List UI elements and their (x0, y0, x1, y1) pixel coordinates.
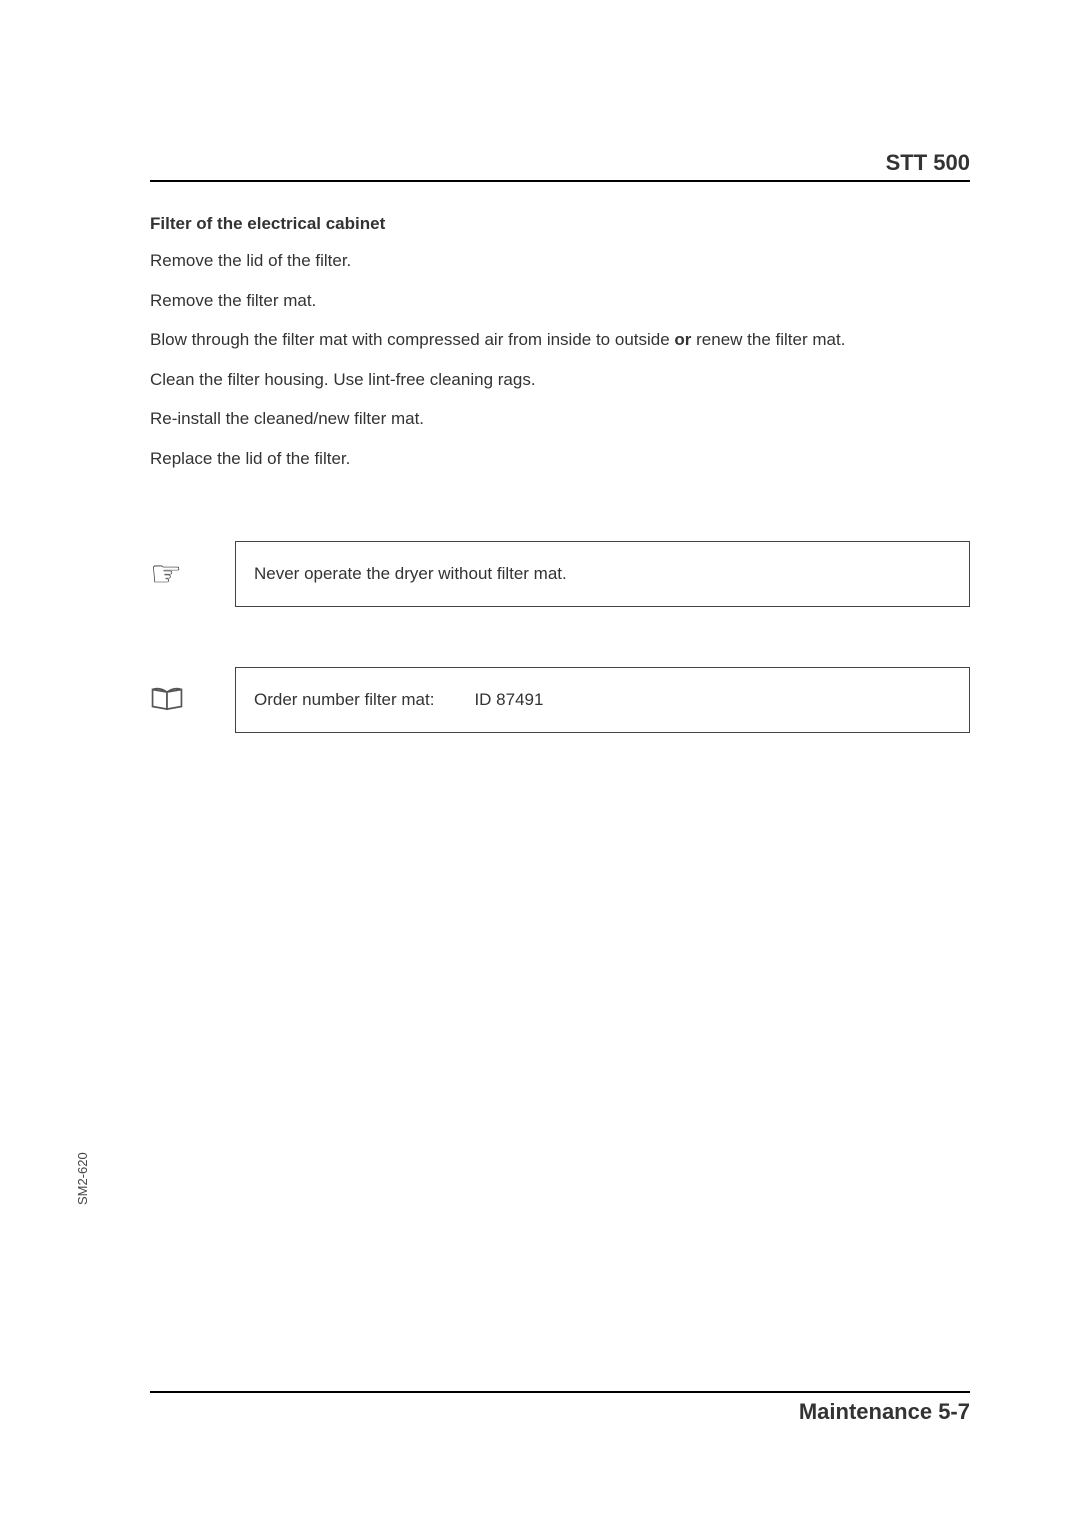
order-label: Order number filter mat: (254, 690, 434, 710)
section-title: Filter of the electrical cabinet (150, 214, 970, 234)
footer-block: Maintenance 5-7 (150, 1391, 970, 1425)
warning-text: Never operate the dryer without filter m… (254, 564, 567, 584)
step-text: Remove the lid of the filter. (150, 248, 970, 274)
document-page: STT 500 Filter of the electrical cabinet… (0, 0, 1080, 1525)
step-text: Replace the lid of the filter. (150, 446, 970, 472)
header-rule (150, 180, 970, 182)
step-text: Clean the filter housing. Use lint-free … (150, 367, 970, 393)
order-note-box: Order number filter mat: ID 87491 (235, 667, 970, 733)
book-icon (150, 684, 184, 717)
header-title: STT 500 (150, 150, 970, 180)
hand-icon-cell: ☞ (150, 553, 235, 595)
order-value: ID 87491 (474, 690, 543, 710)
order-note-row: Order number filter mat: ID 87491 (150, 667, 970, 733)
pointing-hand-icon: ☞ (150, 553, 182, 595)
warning-note-box: Never operate the dryer without filter m… (235, 541, 970, 607)
step-text: Re-install the cleaned/new filter mat. (150, 406, 970, 432)
book-icon-cell (150, 684, 235, 717)
warning-note-row: ☞ Never operate the dryer without filter… (150, 541, 970, 607)
side-label: SM2-620 (75, 1152, 90, 1205)
step-text: Blow through the filter mat with compres… (150, 327, 970, 353)
footer-rule (150, 1391, 970, 1393)
step-text: Remove the filter mat. (150, 288, 970, 314)
footer-text: Maintenance 5-7 (150, 1399, 970, 1425)
header-block: STT 500 (150, 150, 970, 182)
